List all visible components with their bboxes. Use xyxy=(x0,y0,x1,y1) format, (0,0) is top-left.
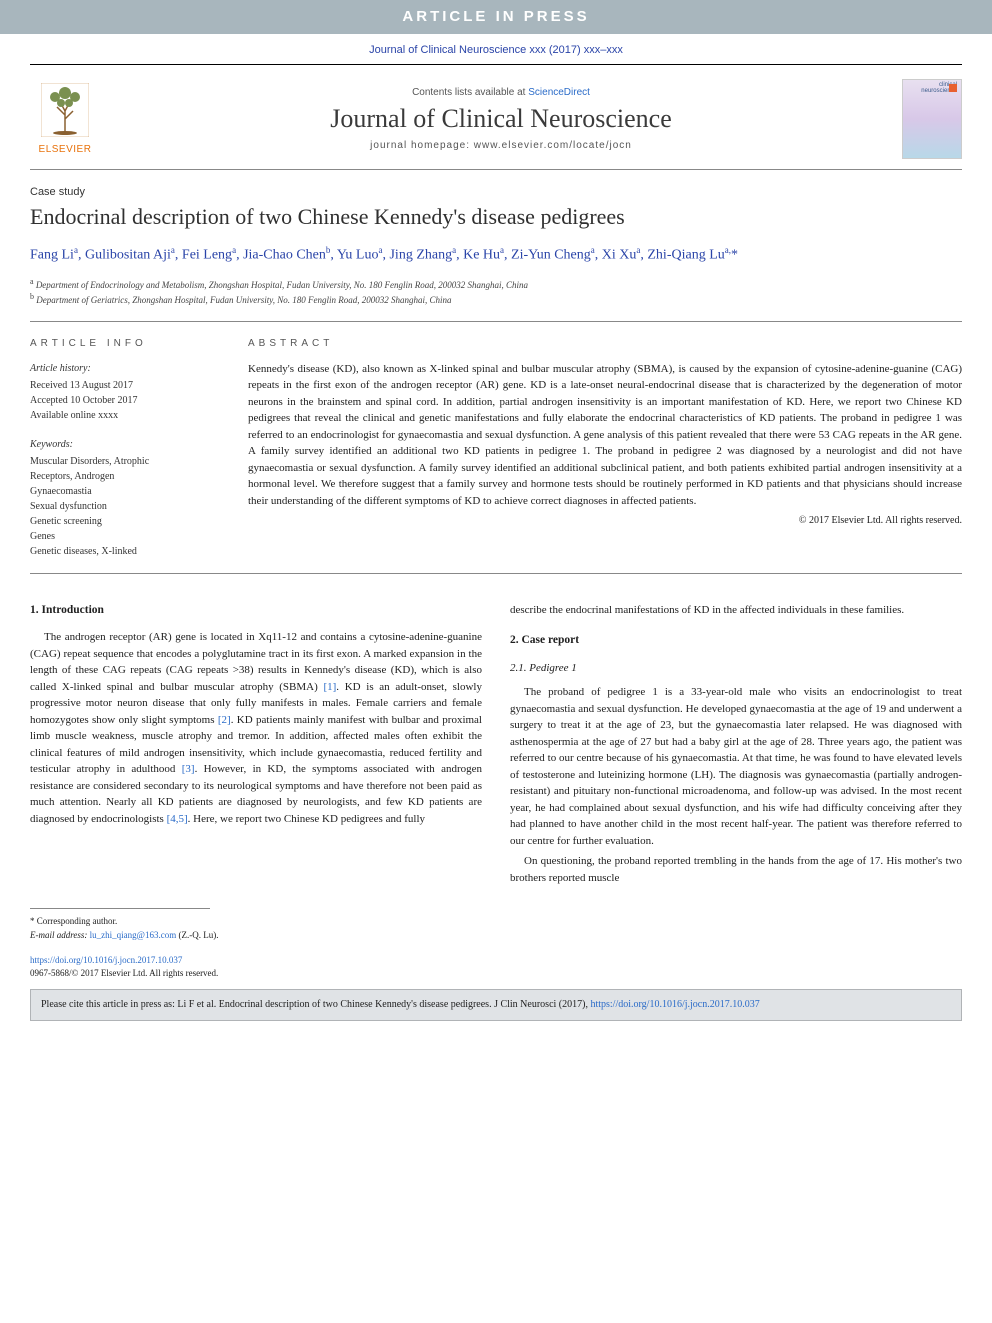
footnotes: * Corresponding author. E-mail address: … xyxy=(30,915,962,942)
body-column-right: describe the endocrinal manifestations o… xyxy=(510,602,962,890)
section-2-1-p1: The proband of pedigree 1 is a 33-year-o… xyxy=(510,684,962,849)
abstract-column: abstract Kennedy's disease (KD), also kn… xyxy=(248,336,962,559)
footnote-separator xyxy=(30,908,210,909)
ref-link[interactable]: [1] xyxy=(323,681,336,693)
abstract-copyright: © 2017 Elsevier Ltd. All rights reserved… xyxy=(248,513,962,528)
corresponding-author: * Corresponding author. xyxy=(30,915,962,929)
section-2-1-p2: On questioning, the proband reported tre… xyxy=(510,853,962,886)
keyword-item: Sexual dysfunction xyxy=(30,499,220,514)
article-in-press-banner: ARTICLE IN PRESS xyxy=(0,0,992,34)
journal-homepage-line: journal homepage: www.elsevier.com/locat… xyxy=(100,140,902,151)
citation-header: Journal of Clinical Neuroscience xxx (20… xyxy=(0,34,992,64)
article-info-column: article info Article history: Received 1… xyxy=(30,336,220,559)
article-title: Endocrinal description of two Chinese Ke… xyxy=(30,204,962,230)
issn-copyright: 0967-5868/© 2017 Elsevier Ltd. All right… xyxy=(30,968,218,978)
section-1-tail: describe the endocrinal manifestations o… xyxy=(510,602,962,619)
keywords-label: Keywords: xyxy=(30,437,220,452)
ref-link[interactable]: [2] xyxy=(218,714,231,726)
citation-box: Please cite this article in press as: Li… xyxy=(30,989,962,1021)
contents-available-line: Contents lists available at ScienceDirec… xyxy=(100,87,902,98)
body-column-left: 1. Introduction The androgen receptor (A… xyxy=(30,602,482,890)
rule-after-masthead xyxy=(30,169,962,170)
article-type: Case study xyxy=(30,186,962,198)
doi-block: https://doi.org/10.1016/j.jocn.2017.10.0… xyxy=(30,954,962,979)
keyword-item: Receptors, Androgen xyxy=(30,469,220,484)
received-date: Received 13 August 2017 xyxy=(30,378,220,393)
section-1-heading: 1. Introduction xyxy=(30,602,482,619)
section-2-1-heading: 2.1. Pedigree 1 xyxy=(510,660,962,677)
masthead: ELSEVIER Contents lists available at Sci… xyxy=(0,65,992,169)
rule-after-abstract xyxy=(30,573,962,574)
doi-link[interactable]: https://doi.org/10.1016/j.jocn.2017.10.0… xyxy=(30,955,182,965)
available-date: Available online xxxx xyxy=(30,408,220,423)
journal-name: Journal of Clinical Neuroscience xyxy=(100,104,902,134)
body-columns: 1. Introduction The androgen receptor (A… xyxy=(30,602,962,890)
banner-text: ARTICLE IN PRESS xyxy=(402,8,589,25)
keyword-item: Muscular Disorders, Atrophic xyxy=(30,454,220,469)
masthead-center: Contents lists available at ScienceDirec… xyxy=(100,87,902,151)
accepted-date: Accepted 10 October 2017 xyxy=(30,393,220,408)
article-info-heading: article info xyxy=(30,336,220,351)
abstract-heading: abstract xyxy=(248,336,962,351)
email-line: E-mail address: lu_zhi_qiang@163.com (Z.… xyxy=(30,929,962,943)
author-list: Fang Lia, Gulibositan Ajia, Fei Lenga, J… xyxy=(30,244,962,266)
citebox-doi-link[interactable]: https://doi.org/10.1016/j.jocn.2017.10.0… xyxy=(590,999,759,1010)
keyword-item: Genes xyxy=(30,529,220,544)
info-abstract-row: article info Article history: Received 1… xyxy=(30,336,962,559)
elsevier-tree-icon xyxy=(41,83,89,137)
keyword-item: Gynaecomastia xyxy=(30,484,220,499)
keyword-item: Genetic screening xyxy=(30,514,220,529)
abstract-text: Kennedy's disease (KD), also known as X-… xyxy=(248,361,962,510)
keywords-block: Keywords: Muscular Disorders, AtrophicRe… xyxy=(30,437,220,559)
rule-before-abstract xyxy=(30,321,962,322)
history-label: Article history: xyxy=(30,361,220,376)
keyword-item: Genetic diseases, X-linked xyxy=(30,544,220,559)
section-1-paragraph: The androgen receptor (AR) gene is locat… xyxy=(30,629,482,827)
affiliations: a Department of Endocrinology and Metabo… xyxy=(30,276,962,307)
homepage-url[interactable]: www.elsevier.com/locate/jocn xyxy=(474,140,632,151)
ref-link[interactable]: [4,5] xyxy=(167,813,188,825)
ref-link[interactable]: [3] xyxy=(182,763,195,775)
publisher-logo[interactable]: ELSEVIER xyxy=(30,83,100,155)
sciencedirect-link[interactable]: ScienceDirect xyxy=(528,87,590,98)
author-email-link[interactable]: lu_zhi_qiang@163.com xyxy=(90,930,177,940)
section-2-heading: 2. Case report xyxy=(510,632,962,649)
journal-cover-thumbnail[interactable]: clinical neuroscience xyxy=(902,79,962,159)
publisher-name: ELSEVIER xyxy=(30,144,100,155)
